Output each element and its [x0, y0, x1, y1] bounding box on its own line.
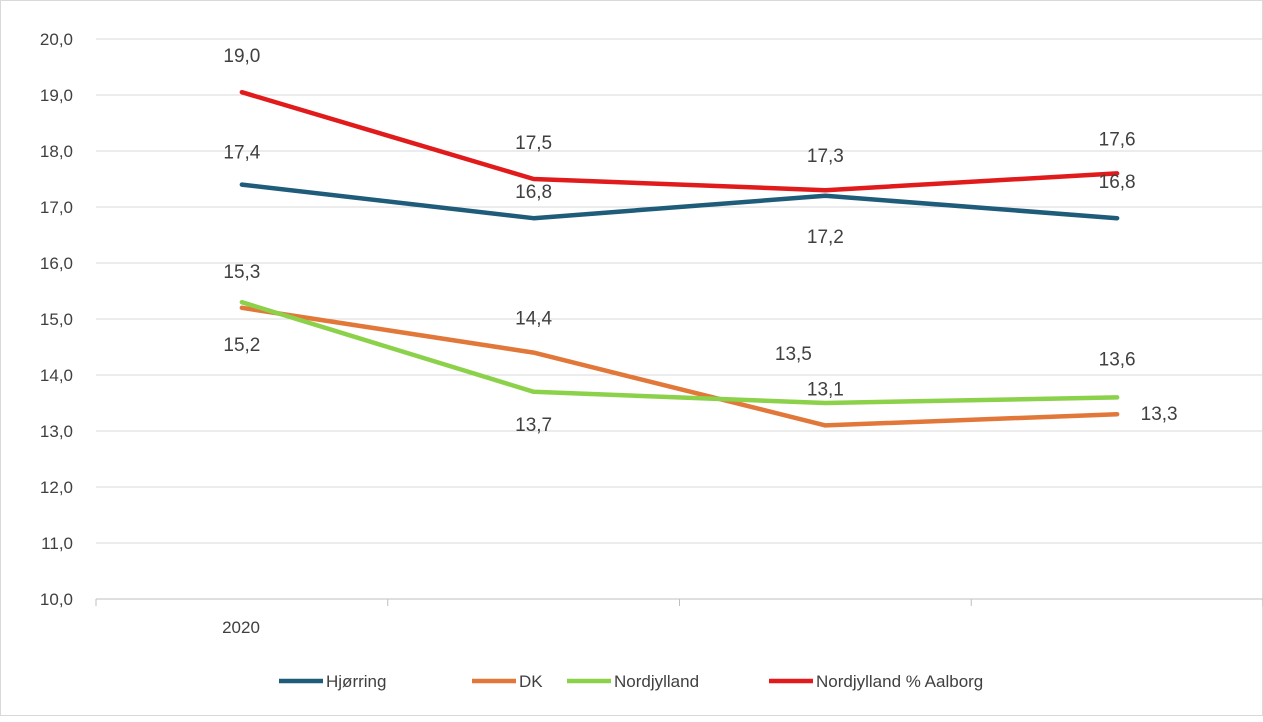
axes: 10,0 11,0 12,0 13,0 14,0 15,0 16,0 17,0 18,0 19,0… [40, 30, 1263, 637]
series-line-0 [242, 185, 1117, 219]
data-label: 17,6 [1099, 129, 1136, 150]
y-tick-label: 15,0 [40, 310, 73, 329]
data-label: 16,8 [1099, 172, 1136, 193]
legend-label: DK [519, 672, 543, 691]
data-label: 16,8 [515, 182, 552, 203]
data-label: 14,4 [515, 309, 552, 330]
y-tick-label: 16,0 [40, 254, 73, 273]
y-tick-label: 18,0 [40, 142, 73, 161]
legend-label: Hjørring [326, 672, 386, 691]
y-tick-label: 10,0 [40, 590, 73, 609]
data-label: 13,6 [1099, 349, 1136, 370]
y-tick-label: 14,0 [40, 366, 73, 385]
data-label: 15,3 [223, 262, 260, 283]
y-tick-label: 19,0 [40, 86, 73, 105]
data-label: 17,5 [515, 133, 552, 154]
data-label: 13,3 [1141, 404, 1178, 425]
data-label: 13,7 [515, 415, 552, 436]
legend: Hjørring DK Nordjylland Nordjylland % Aalbo… [279, 672, 983, 691]
data-label: 17,4 [223, 143, 260, 164]
y-tick-label: 17,0 [40, 198, 73, 217]
x-tick-label: 2020 [222, 618, 260, 637]
legend-label: Nordjylland [614, 672, 699, 691]
data-label: 13,5 [775, 344, 812, 365]
gridlines [96, 39, 1263, 543]
data-label: 19,0 [223, 46, 260, 67]
legend-label: Nordjylland % Aalborg [816, 672, 983, 691]
y-tick-label: 12,0 [40, 478, 73, 497]
series-line-1 [242, 308, 1117, 426]
data-label: 17,2 [807, 227, 844, 248]
data-label: 17,3 [807, 146, 844, 167]
data-label: 15,2 [223, 335, 260, 356]
y-tick-label: 13,0 [40, 422, 73, 441]
data-label: 13,1 [807, 379, 844, 400]
y-tick-label: 11,0 [41, 534, 73, 553]
y-tick-label: 20,0 [40, 30, 73, 49]
data-labels: 17,4 16,8 17,2 16,8 15,2 14,4 13,1 13,3 15,3 13,7… [223, 46, 1177, 436]
series-line-3 [242, 92, 1117, 190]
